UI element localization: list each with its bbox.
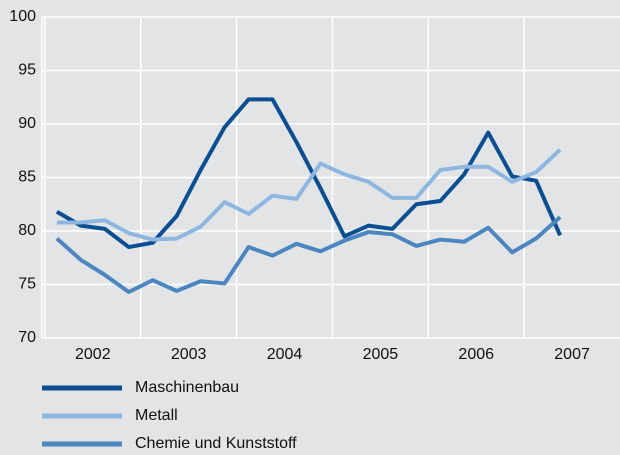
y-tick-label: 100 [9, 8, 36, 25]
x-tick-label: 2002 [75, 346, 111, 363]
legend-label: Maschinenbau [135, 379, 239, 396]
legend-label: Metall [135, 407, 178, 424]
y-tick-label: 85 [18, 169, 36, 186]
y-tick-label: 95 [18, 62, 36, 79]
legend-label: Chemie und Kunststoff [135, 435, 297, 452]
x-tick-label: 2006 [458, 346, 494, 363]
x-tick-label: 2007 [554, 346, 590, 363]
y-tick-label: 90 [18, 115, 36, 132]
series-line [55, 215, 562, 294]
y-tick-label: 75 [18, 276, 36, 293]
y-tick-label: 80 [18, 222, 36, 239]
x-tick-label: 2003 [171, 346, 207, 363]
series-line [56, 148, 562, 242]
series-line [55, 97, 562, 250]
x-tick-label: 2005 [363, 346, 399, 363]
x-tick-label: 2004 [267, 346, 303, 363]
y-tick-label: 70 [18, 329, 36, 346]
